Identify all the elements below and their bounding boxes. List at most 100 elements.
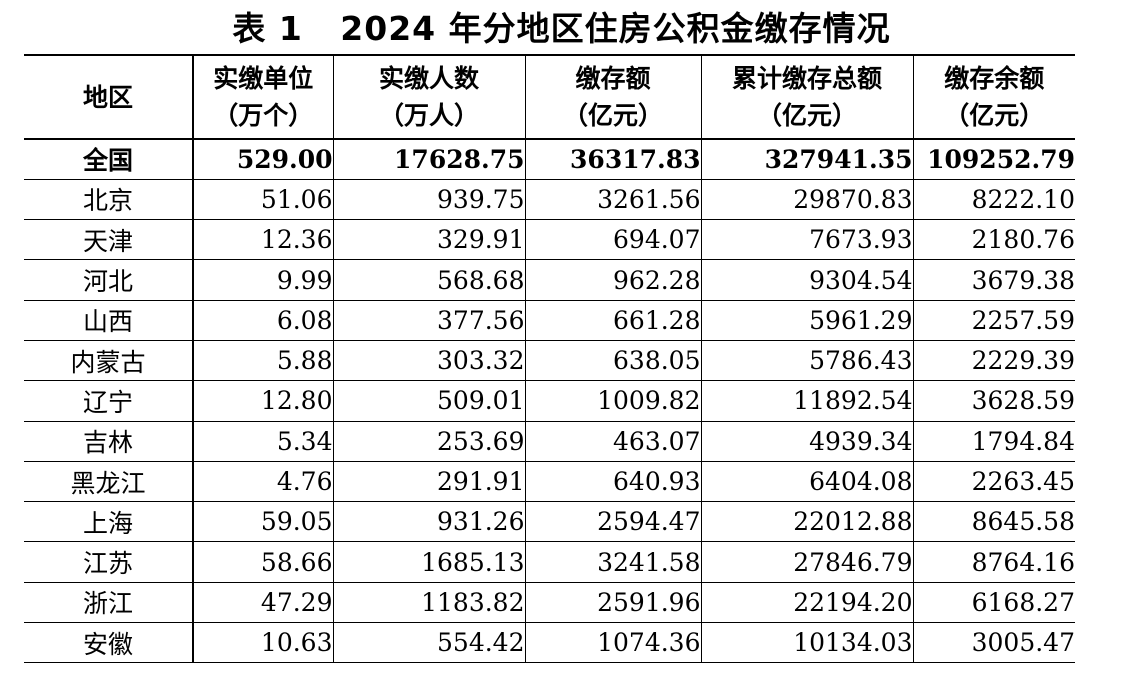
table-row: 内蒙古 5.88 303.32 638.05 5786.43 2229.39 <box>24 340 1075 381</box>
table-row: 辽宁 12.80 509.01 1009.82 11892.54 3628.59 <box>24 380 1075 422</box>
cell-people: 1183.82 <box>333 582 526 623</box>
header-cumulative: 累计缴存总额 （亿元） <box>701 55 914 139</box>
cell-balance: 8222.10 <box>971 184 1075 214</box>
table-row: 浙江 47.29 1183.82 2591.96 22194.20 6168.27 <box>24 582 1075 623</box>
table-row: 河北 9.99 568.68 962.28 9304.54 3679.38 <box>24 259 1075 301</box>
table-row: 吉林 5.34 253.69 463.07 4939.34 1794.84 <box>24 421 1075 462</box>
cell-balance: 109252.79 <box>927 144 1075 174</box>
cell-cumulative: 5786.43 <box>701 340 914 381</box>
cell-people: 253.69 <box>333 421 526 462</box>
cell-people: 17628.75 <box>333 139 526 180</box>
cell-balance: 2263.45 <box>971 467 1075 497</box>
cell-region: 吉林 <box>24 421 194 462</box>
cell-region: 江苏 <box>24 541 194 583</box>
cell-deposit: 3241.58 <box>525 541 702 583</box>
cell-deposit: 661.28 <box>525 300 702 341</box>
cell-people: 509.01 <box>333 380 526 422</box>
cell-people: 554.42 <box>333 622 526 663</box>
cell-region: 安徽 <box>24 622 194 663</box>
cell-cumulative: 29870.83 <box>701 179 914 220</box>
cell-region: 山西 <box>24 300 194 341</box>
header-cumulative-label: 累计缴存总额 <box>731 64 882 93</box>
header-region-label: 地区 <box>82 82 133 112</box>
cell-cumulative: 7673.93 <box>701 219 914 260</box>
cell-units: 51.06 <box>193 179 334 220</box>
cell-balance: 2180.76 <box>971 225 1075 255</box>
header-people-label: 实缴人数 <box>378 64 479 93</box>
cell-cumulative: 11892.54 <box>701 380 914 422</box>
cell-deposit: 694.07 <box>525 219 702 260</box>
cell-deposit: 2591.96 <box>525 582 702 623</box>
cell-units: 12.80 <box>193 380 334 422</box>
cell-people: 377.56 <box>333 300 526 341</box>
header-balance-label: 缴存余额 <box>944 64 1045 93</box>
cell-region: 浙江 <box>24 582 194 623</box>
table-body: 全国 529.00 17628.75 36317.83 327941.35 109252.… <box>24 139 1075 663</box>
cell-region: 天津 <box>24 219 194 260</box>
cell-cumulative: 22194.20 <box>701 582 914 623</box>
cell-deposit: 638.05 <box>525 340 702 381</box>
cell-units: 9.99 <box>193 259 334 301</box>
cell-cumulative: 10134.03 <box>701 622 914 663</box>
cell-region: 辽宁 <box>24 380 194 422</box>
cell-cumulative: 9304.54 <box>701 259 914 301</box>
cell-region: 北京 <box>24 179 194 220</box>
cell-units: 5.34 <box>193 421 334 462</box>
cell-people: 939.75 <box>333 179 526 220</box>
cell-balance: 3679.38 <box>971 265 1075 295</box>
cell-cumulative: 327941.35 <box>701 139 914 180</box>
cell-people: 568.68 <box>333 259 526 301</box>
cell-region: 内蒙古 <box>24 340 194 381</box>
cell-units: 4.76 <box>193 461 334 502</box>
header-balance-unit: （亿元） <box>944 101 1045 130</box>
cell-units: 10.63 <box>193 622 334 663</box>
header-deposit: 缴存额 （亿元） <box>525 55 702 139</box>
cell-deposit: 2594.47 <box>525 501 702 542</box>
cell-cumulative: 6404.08 <box>701 461 914 502</box>
cell-balance: 6168.27 <box>971 587 1075 617</box>
header-units-unit: （万个） <box>213 101 314 130</box>
cell-deposit: 1074.36 <box>525 622 702 663</box>
cell-people: 303.32 <box>333 340 526 381</box>
cell-units: 47.29 <box>193 582 334 623</box>
cell-deposit: 962.28 <box>525 259 702 301</box>
cell-units: 12.36 <box>193 219 334 260</box>
header-balance: 缴存余额 （亿元） <box>913 55 1075 139</box>
cell-people: 1685.13 <box>333 541 526 583</box>
header-people-unit: （万人） <box>378 101 479 130</box>
cell-units: 6.08 <box>193 300 334 341</box>
cell-balance: 8645.58 <box>971 507 1075 537</box>
cell-balance: 8764.16 <box>971 547 1075 577</box>
cell-balance: 2229.39 <box>971 346 1075 376</box>
header-deposit-label: 缴存额 <box>575 64 651 93</box>
table-row: 天津 12.36 329.91 694.07 7673.93 2180.76 <box>24 219 1075 260</box>
cell-region: 黑龙江 <box>24 461 194 502</box>
cell-balance: 2257.59 <box>971 305 1075 335</box>
cell-deposit: 640.93 <box>525 461 702 502</box>
header-people: 实缴人数 （万人） <box>333 55 526 139</box>
header-units-label: 实缴单位 <box>213 64 314 93</box>
housing-fund-table: 地区 实缴单位 （万个） 实缴人数 （万人） 缴存额 （亿元） 累计缴存总额 （… <box>24 54 1075 663</box>
cell-people: 931.26 <box>333 501 526 542</box>
cell-balance: 3005.47 <box>971 628 1075 658</box>
cell-deposit: 3261.56 <box>525 179 702 220</box>
cell-people: 291.91 <box>333 461 526 502</box>
cell-units: 58.66 <box>193 541 334 583</box>
cell-balance: 1794.84 <box>971 426 1075 456</box>
cell-balance: 3628.59 <box>971 386 1075 416</box>
header-row: 地区 实缴单位 （万个） 实缴人数 （万人） 缴存额 （亿元） 累计缴存总额 （… <box>24 55 1075 139</box>
table-title: 表 1 2024 年分地区住房公积金缴存情况 <box>232 9 891 48</box>
table-row: 北京 51.06 939.75 3261.56 29870.83 8222.10 <box>24 179 1075 220</box>
cell-deposit: 36317.83 <box>525 139 702 180</box>
cell-region: 河北 <box>24 259 194 301</box>
cell-units: 59.05 <box>193 501 334 542</box>
cell-units: 5.88 <box>193 340 334 381</box>
header-units: 实缴单位 （万个） <box>193 55 334 139</box>
table-row: 上海 59.05 931.26 2594.47 22012.88 8645.58 <box>24 501 1075 542</box>
cell-people: 329.91 <box>333 219 526 260</box>
cell-cumulative: 22012.88 <box>701 501 914 542</box>
cell-units: 529.00 <box>193 139 334 180</box>
cell-cumulative: 5961.29 <box>701 300 914 341</box>
header-deposit-unit: （亿元） <box>562 101 663 130</box>
header-region: 地区 <box>24 55 194 139</box>
